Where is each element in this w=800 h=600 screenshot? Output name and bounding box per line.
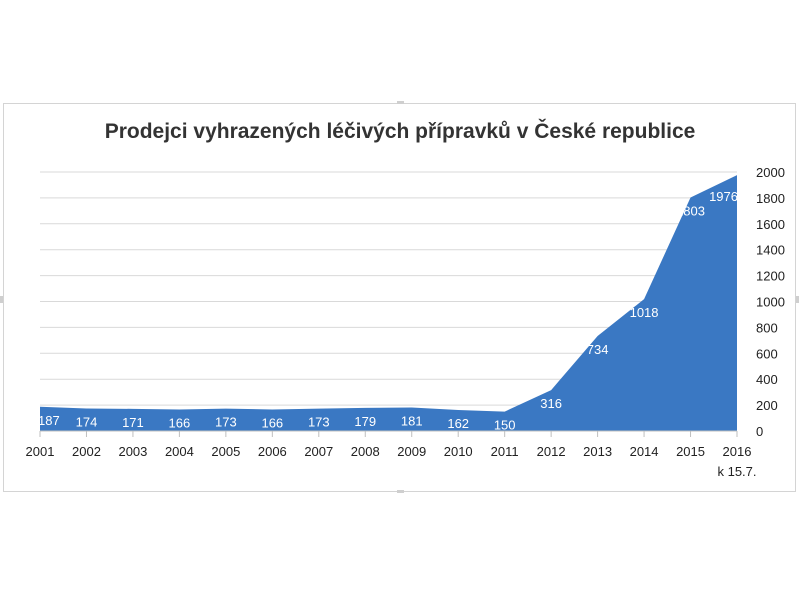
y-tick-label: 1200: [756, 269, 785, 284]
data-label: 1018: [630, 305, 659, 320]
data-label: 187: [38, 413, 60, 428]
data-label: 173: [215, 415, 237, 430]
y-tick-label: 1400: [756, 243, 785, 258]
data-label: 181: [401, 414, 423, 429]
resize-handle-top[interactable]: [397, 101, 404, 104]
chart-title: Prodejci vyhrazených léčivých přípravků …: [104, 120, 696, 143]
x-tick-label: 2012: [537, 444, 566, 459]
data-label: 179: [354, 414, 376, 429]
data-label: 316: [540, 396, 562, 411]
y-tick-label: 600: [756, 346, 778, 361]
y-tick-label: 1600: [756, 217, 785, 232]
x-tick-label: 2006: [258, 444, 287, 459]
x-tick-label: 2008: [351, 444, 380, 459]
data-label: 174: [76, 414, 98, 429]
x-tick-label: 2009: [397, 444, 426, 459]
x-tick-label: 2003: [118, 444, 147, 459]
x-tick-label: 2002: [72, 444, 101, 459]
x-tick-label: 2011: [491, 444, 519, 459]
y-tick-label: 800: [756, 320, 778, 335]
data-label: 171: [122, 415, 144, 430]
data-label: 173: [308, 415, 330, 430]
x-tick-label: 2001: [26, 444, 55, 459]
data-label: 150: [494, 418, 516, 433]
x-tick-label: 2005: [211, 444, 240, 459]
resize-handle-left[interactable]: [0, 296, 3, 303]
data-label: 734: [587, 342, 609, 357]
x-tick-label: 2014: [630, 444, 659, 459]
resize-handle-right[interactable]: [796, 296, 799, 303]
resize-handle-bottom[interactable]: [397, 490, 404, 493]
x-tick-label: 2015: [676, 444, 705, 459]
x-tick-label: 2016: [723, 444, 752, 459]
x-tick-label: 2010: [444, 444, 473, 459]
y-tick-label: 400: [756, 372, 778, 387]
data-label: 1976: [709, 189, 738, 204]
x-tick-sublabel: k 15.7.: [717, 464, 756, 479]
data-label: 166: [169, 416, 191, 431]
y-tick-label: 0: [756, 424, 763, 439]
y-tick-label: 1000: [756, 295, 785, 310]
y-tick-label: 2000: [756, 165, 785, 180]
x-tick-label: 2004: [165, 444, 194, 459]
y-tick-label: 200: [756, 398, 778, 413]
area-series: [40, 175, 737, 431]
data-label: 166: [261, 416, 283, 431]
y-tick-label: 1800: [756, 191, 785, 206]
data-label: 162: [447, 416, 469, 431]
x-tick-label: 2013: [583, 444, 612, 459]
x-tick-label: 2007: [304, 444, 333, 459]
data-label: 1803: [676, 204, 705, 219]
